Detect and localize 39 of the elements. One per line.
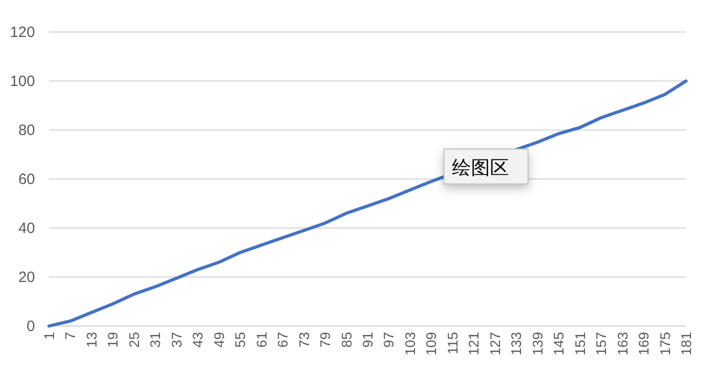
- x-tick-label: 133: [508, 332, 524, 356]
- x-tick-label: 151: [572, 332, 588, 356]
- x-tick-label: 115: [444, 332, 460, 354]
- x-tick-label: 79: [317, 332, 334, 348]
- x-tick-label: 85: [338, 332, 354, 348]
- y-tick-label: 0: [26, 318, 35, 335]
- x-tick-label: 19: [104, 332, 121, 348]
- y-tick-label: 40: [18, 220, 35, 237]
- x-tick-label: 103: [402, 332, 418, 356]
- x-tick-label: 49: [210, 332, 227, 348]
- x-tick-label: 67: [274, 332, 291, 348]
- y-tick-label: 80: [18, 122, 35, 139]
- y-tick-label: 120: [10, 24, 35, 41]
- x-tick-label: 7: [62, 332, 78, 340]
- x-tick-label: 37: [168, 332, 184, 348]
- annotation: 绘图区: [452, 158, 509, 179]
- x-tick-label: 73: [296, 332, 312, 348]
- y-tick-label: 100: [10, 73, 35, 90]
- x-tick-label: 157: [593, 332, 610, 356]
- x-tick-label: 1: [41, 332, 57, 340]
- y-tick-label: 60: [18, 171, 35, 188]
- x-tick-label: 145: [550, 332, 567, 356]
- y-tick-label: 20: [18, 269, 35, 286]
- x-tick-label: 121: [466, 332, 482, 356]
- x-tick-label: 55: [232, 332, 248, 348]
- x-tick-label: 31: [147, 332, 164, 348]
- x-tick-label: 127: [486, 332, 503, 356]
- x-tick-label: 109: [423, 332, 440, 356]
- x-tick-label: 163: [614, 332, 630, 356]
- x-tick-label: 25: [126, 332, 142, 348]
- x-tick-label: 175: [656, 332, 673, 356]
- x-tick-label: 181: [678, 332, 694, 356]
- x-tick-label: 169: [636, 332, 652, 356]
- x-tick-label: 91: [360, 332, 376, 348]
- x-tick-label: 13: [83, 332, 100, 348]
- x-tick-label: 139: [529, 332, 546, 356]
- x-tick-label: 43: [190, 332, 206, 348]
- x-tick-label: 97: [380, 332, 397, 348]
- x-tick-label: 61: [253, 332, 270, 348]
